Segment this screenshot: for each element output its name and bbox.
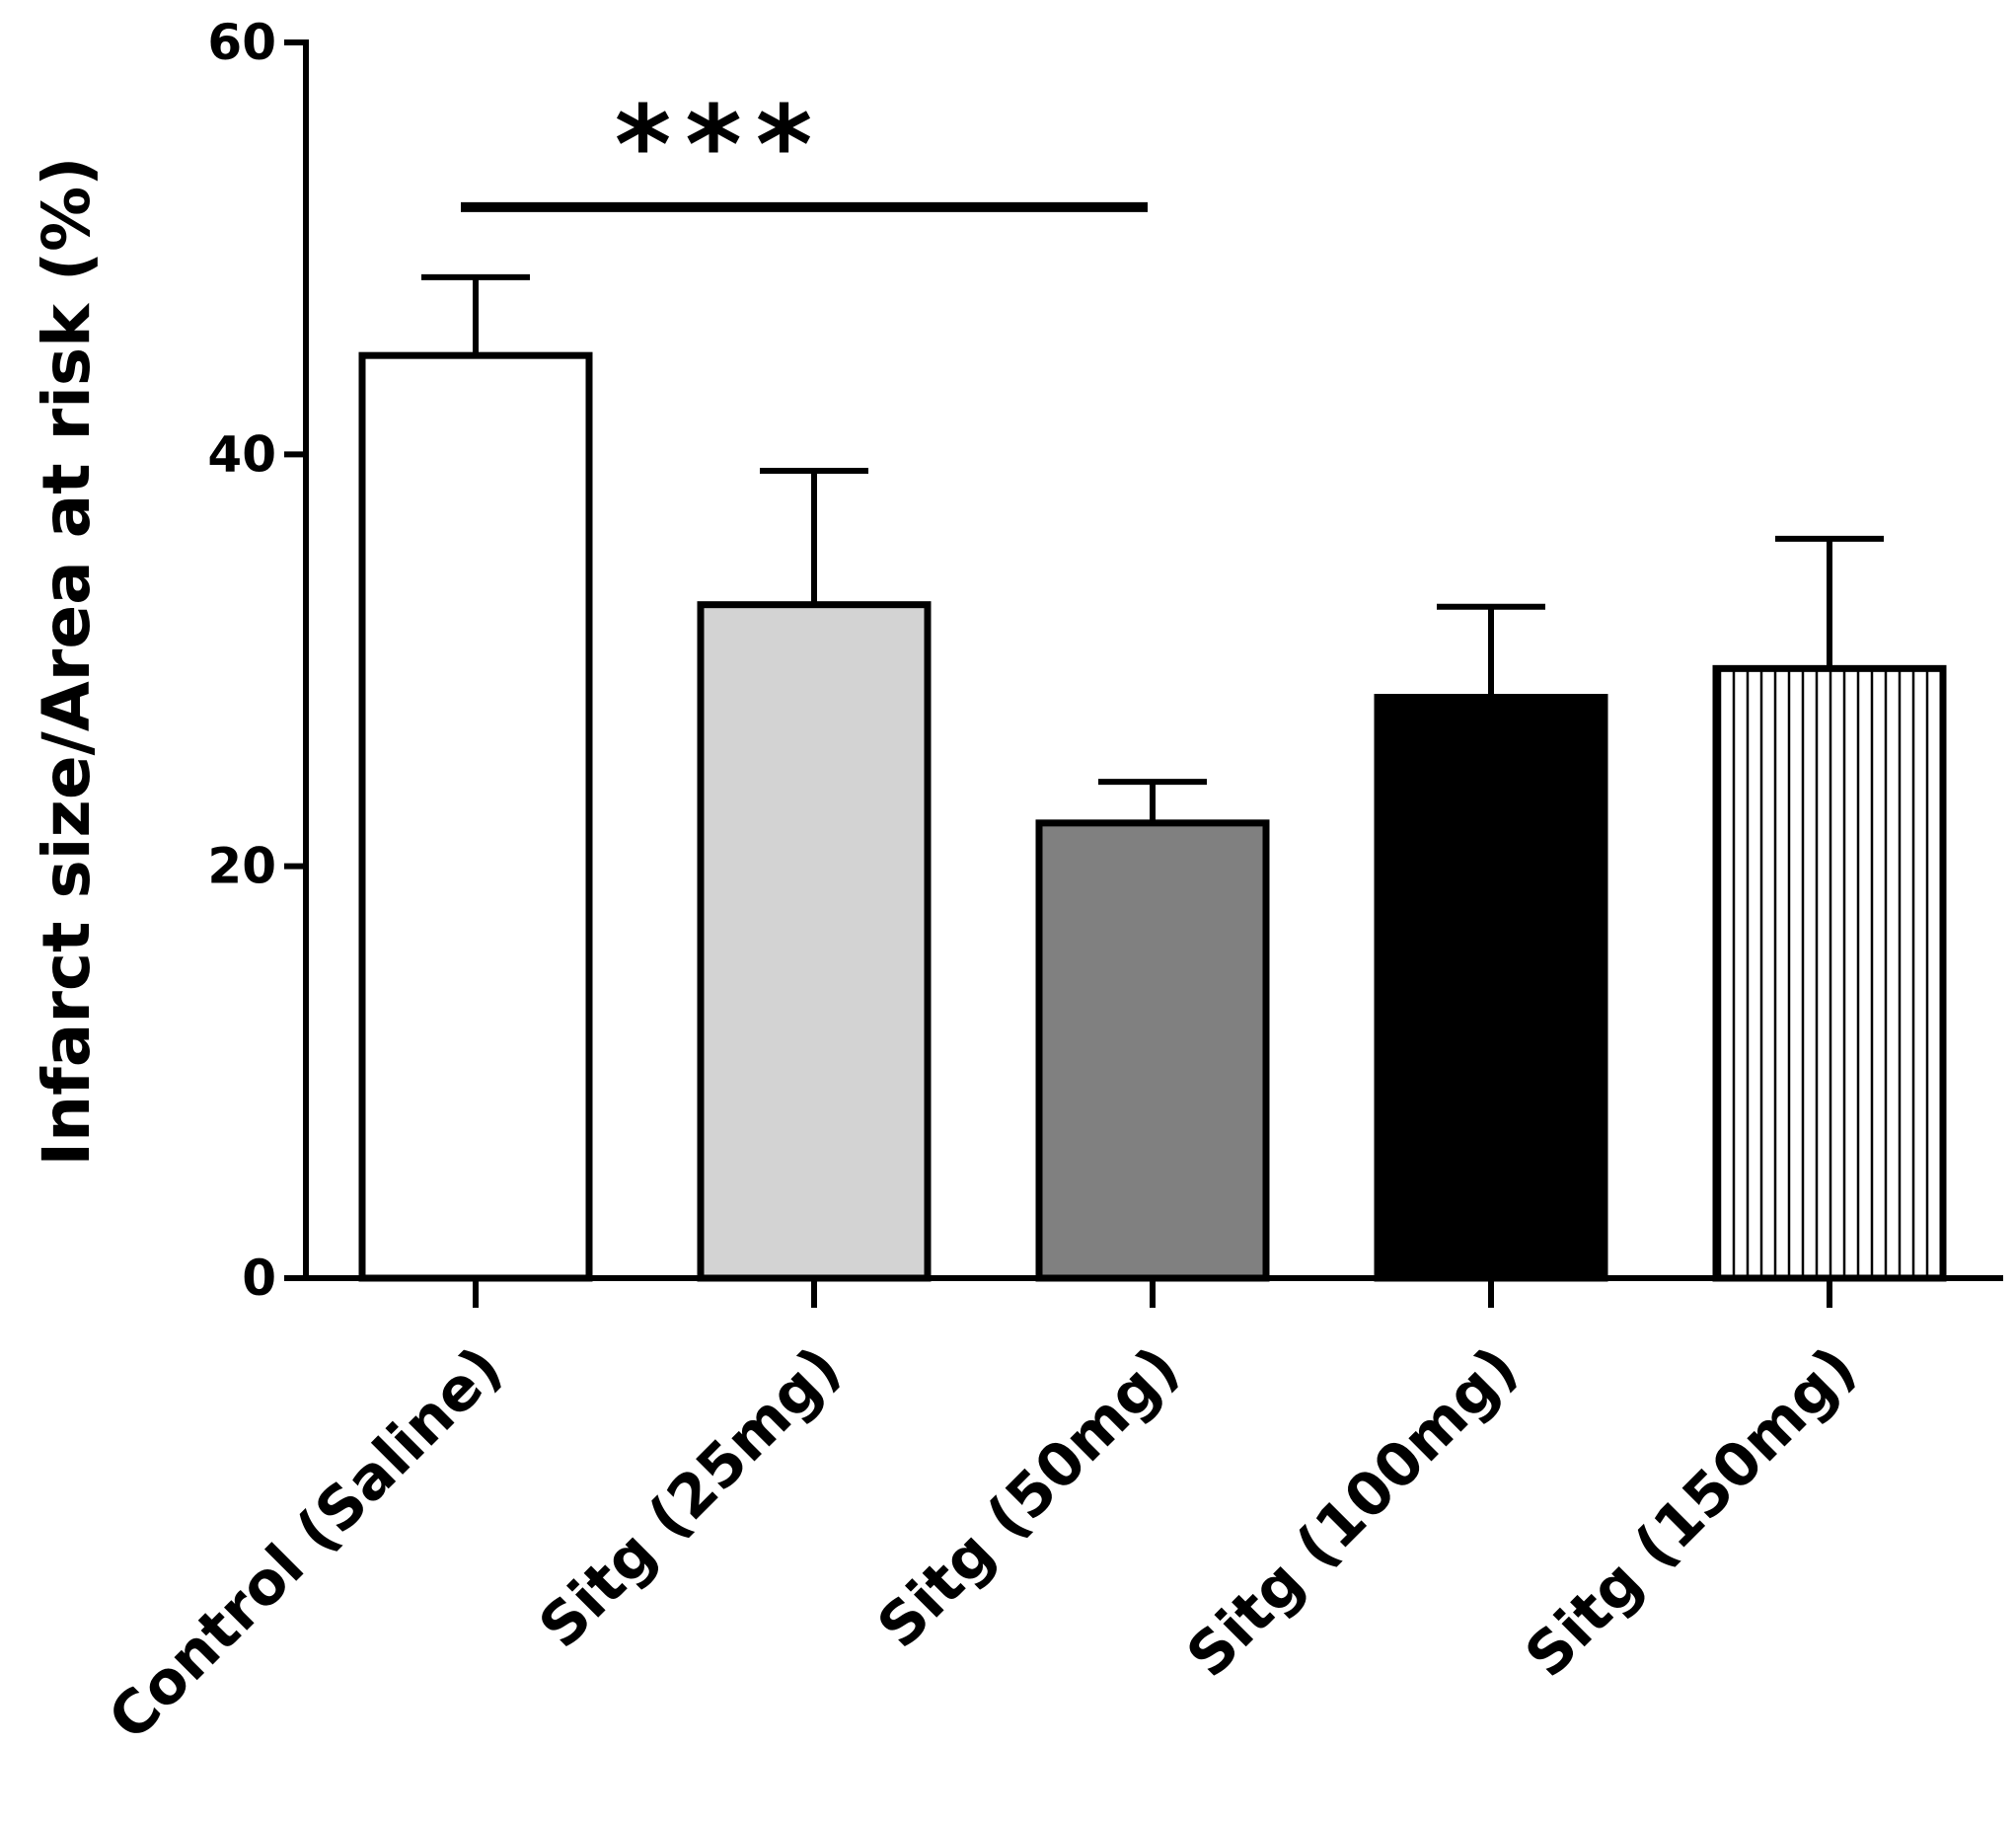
y-tick-label: 20 xyxy=(207,838,276,895)
x-tick-label: Control (Saline) xyxy=(96,1333,516,1754)
y-tick-label: 0 xyxy=(242,1250,276,1307)
x-tick-label: Sitg (50mg) xyxy=(864,1333,1192,1661)
bar xyxy=(1374,694,1608,1282)
x-tick-label: Sitg (100mg) xyxy=(1174,1333,1531,1691)
bar xyxy=(697,601,932,1282)
bar xyxy=(358,351,593,1282)
significance-label: *** xyxy=(615,82,827,208)
x-tick-label: Sitg (25mg) xyxy=(526,1333,854,1661)
y-tick-label: 60 xyxy=(207,14,276,71)
y-axis-label-group: Infarct size/Area at risk (%) xyxy=(29,157,105,1167)
x-tick-label: Sitg (150mg) xyxy=(1513,1333,1870,1691)
bar xyxy=(1712,664,1947,1282)
y-tick-label: 40 xyxy=(207,425,276,483)
y-axis-label: Infarct size/Area at risk (%) xyxy=(29,157,105,1167)
bar xyxy=(1035,819,1270,1282)
